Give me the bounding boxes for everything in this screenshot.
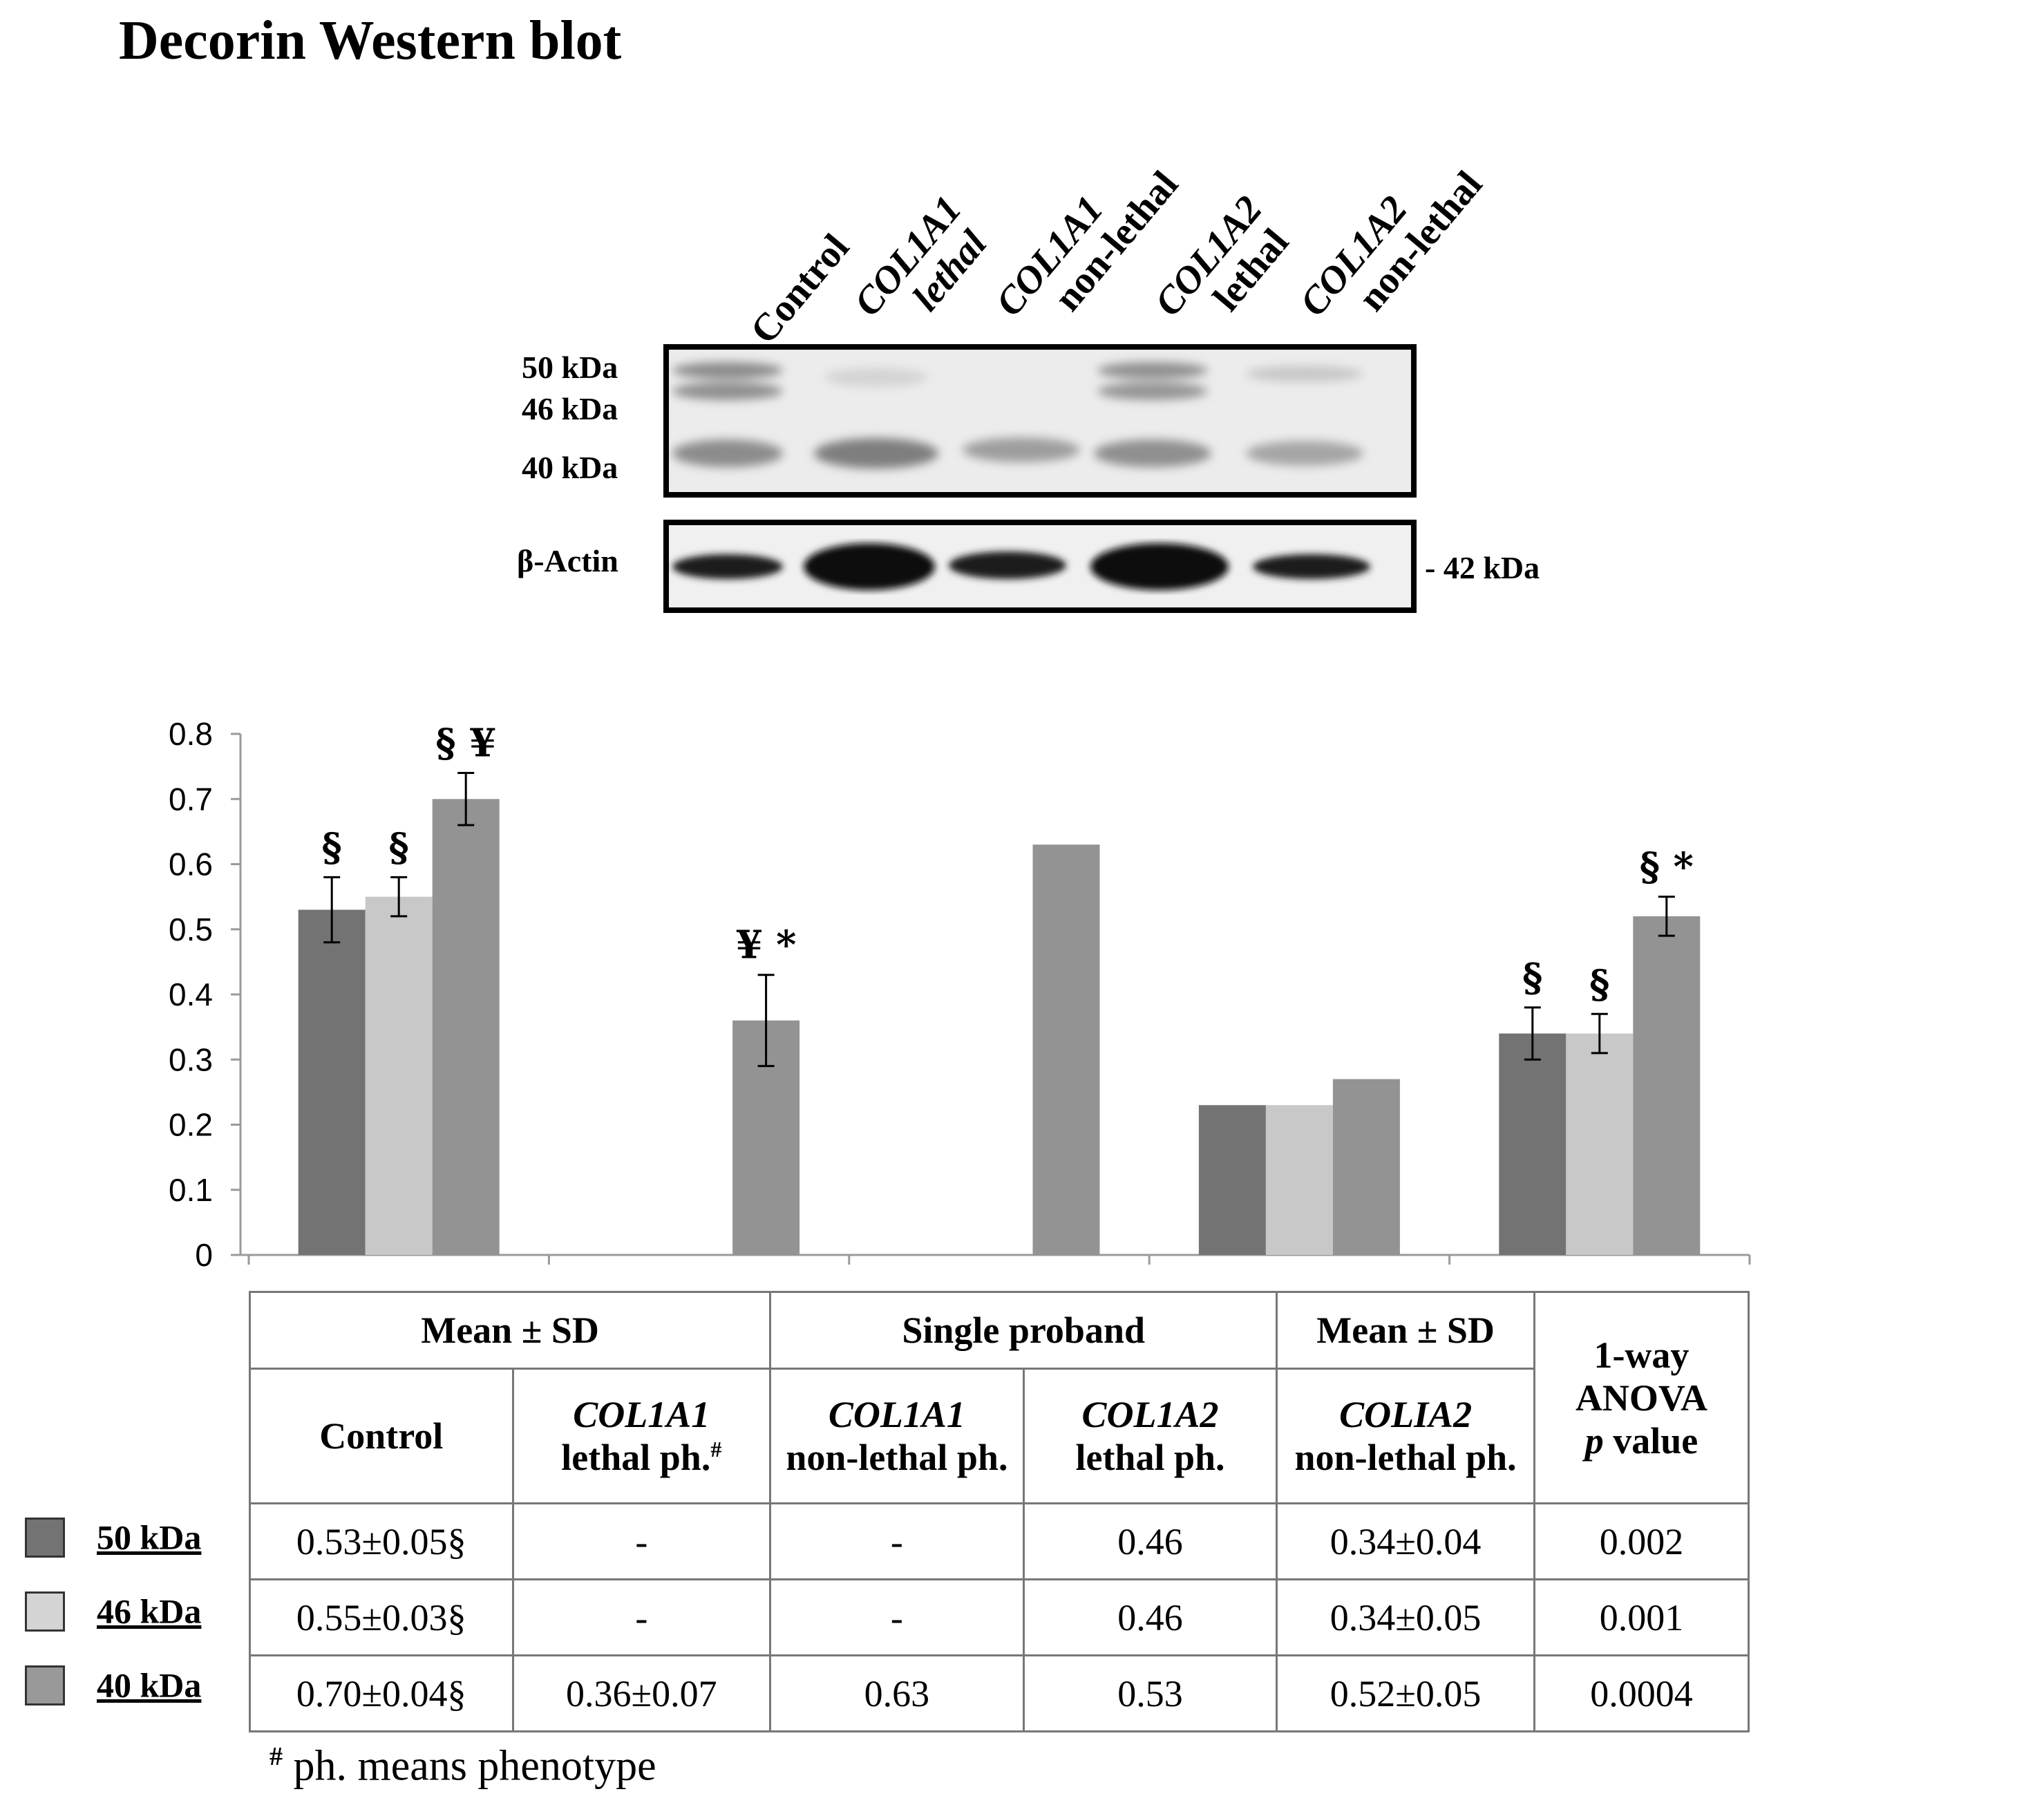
table-cell: 0.34±0.05 (1276, 1578, 1535, 1656)
y-tick-label: 0.1 (169, 1172, 213, 1208)
table-cell: 0.52±0.05 (1276, 1654, 1535, 1732)
table-cell: - (769, 1578, 1025, 1656)
legend-swatch-40kda (25, 1665, 65, 1706)
bar (1633, 916, 1701, 1255)
significance-mark: § ¥ (435, 721, 496, 766)
table-row: 0.70±0.04§ 0.36±0.07 0.63 0.53 0.52±0.05… (249, 1654, 1750, 1732)
marker-46kda: 46 kDa (522, 391, 618, 426)
table-cell: 0.55±0.03§ (249, 1578, 514, 1656)
marker-50kda: 50 kDa (522, 350, 618, 385)
bar (1499, 1033, 1567, 1255)
column-header-colia2-nonlethal: COLIA2 non-lethal ph. (1276, 1368, 1535, 1504)
y-tick-label: 0 (195, 1237, 213, 1273)
lane-label-control: Control (742, 226, 858, 352)
y-tick-label: 0.7 (169, 781, 213, 817)
bar (1265, 1105, 1333, 1255)
figure-title: Decorin Western blot (119, 10, 622, 71)
table-row: 0.55±0.03§ - - 0.46 0.34±0.05 0.001 (249, 1578, 1750, 1656)
table-cell: - (511, 1502, 772, 1580)
group-header-single-proband: Single proband (769, 1291, 1278, 1370)
bar (365, 896, 433, 1255)
summary-table: Mean ± SD Single proband Mean ± SD 1-way… (248, 1291, 1750, 1732)
legend-item-40kda: 40 kDa (25, 1661, 201, 1706)
significance-mark: § * (1640, 844, 1694, 890)
y-tick-label: 0.4 (169, 976, 213, 1012)
group-header-mean-sd-1: Mean ± SD (248, 1291, 772, 1370)
legend-swatch-50kda (25, 1517, 65, 1558)
table-cell: 0.0004 (1533, 1654, 1750, 1732)
column-header-col1a1-lethal: COL1A1 lethal ph.# (511, 1368, 772, 1504)
y-tick-label: 0.3 (169, 1041, 213, 1077)
significance-mark: § (322, 824, 342, 870)
y-tick-label: 0.2 (169, 1107, 213, 1143)
anova-header: 1-way ANOVA p value (1533, 1291, 1750, 1504)
bar (1566, 1033, 1634, 1255)
column-header-control: Control (249, 1368, 514, 1504)
column-header-col1a1-nonlethal: COL1A1 non-lethal ph. (769, 1368, 1025, 1504)
legend-item-46kda: 46 kDa (25, 1587, 201, 1632)
decorin-blot-image (663, 344, 1417, 498)
table-cell: 0.46 (1022, 1502, 1278, 1580)
table-cell: - (769, 1502, 1025, 1580)
table-cell: - (511, 1578, 772, 1656)
table-row: 0.53±0.05§ - - 0.46 0.34±0.04 0.002 (249, 1502, 1750, 1580)
footnote: # ph. means phenotype (269, 1742, 656, 1790)
y-tick-label: 0.8 (169, 716, 213, 752)
significance-mark: § (389, 824, 409, 870)
legend-swatch-46kda (25, 1591, 65, 1632)
lane-label-col1a2-lethal: COL1A2 lethal (1146, 188, 1298, 325)
significance-mark: § (1589, 961, 1609, 1007)
significance-mark: ¥ * (736, 923, 797, 968)
table-cell: 0.34±0.04 (1276, 1502, 1535, 1580)
table-cell: 0.53±0.05§ (249, 1502, 514, 1580)
significance-mark: § (1522, 955, 1542, 1001)
lane-label-col1a1-lethal: COL1A1 lethal (846, 188, 996, 325)
bar (1332, 1079, 1400, 1255)
table-cell: 0.70±0.04§ (249, 1654, 514, 1732)
bar (1032, 844, 1100, 1255)
lane-label-col1a2-nonlethal: COL1A2 non-lethal (1291, 163, 1491, 325)
table-cell: 0.001 (1533, 1578, 1750, 1656)
marker-42kda: - 42 kDa (1425, 550, 1540, 585)
legend-item-50kda: 50 kDa (25, 1513, 201, 1558)
bar (298, 909, 366, 1255)
marker-40kda: 40 kDa (522, 450, 618, 485)
actin-blot-image (663, 520, 1417, 613)
lane-label-col1a1-nonlethal: COL1A1 non-lethal (987, 163, 1187, 325)
bar-chart: 0 0.1 0.2 0.3 0.4 0.5 0.6 0.7 0.8 § § § ¥ ¥ * § § § * (169, 716, 1751, 1273)
table-cell: 0.002 (1533, 1502, 1750, 1580)
table-cell: 0.63 (769, 1654, 1025, 1732)
actin-label: β-Actin (517, 543, 618, 578)
column-header-col1a2-lethal: COL1A2 lethal ph. (1022, 1368, 1278, 1504)
y-tick-label: 0.5 (169, 911, 213, 947)
group-header-mean-sd-2: Mean ± SD (1276, 1291, 1535, 1370)
bar (432, 799, 500, 1255)
y-tick-label: 0.6 (169, 847, 213, 882)
table-cell: 0.53 (1022, 1654, 1278, 1732)
table-cell: 0.46 (1022, 1578, 1278, 1656)
bar (1198, 1105, 1266, 1255)
table-cell: 0.36±0.07 (511, 1654, 772, 1732)
